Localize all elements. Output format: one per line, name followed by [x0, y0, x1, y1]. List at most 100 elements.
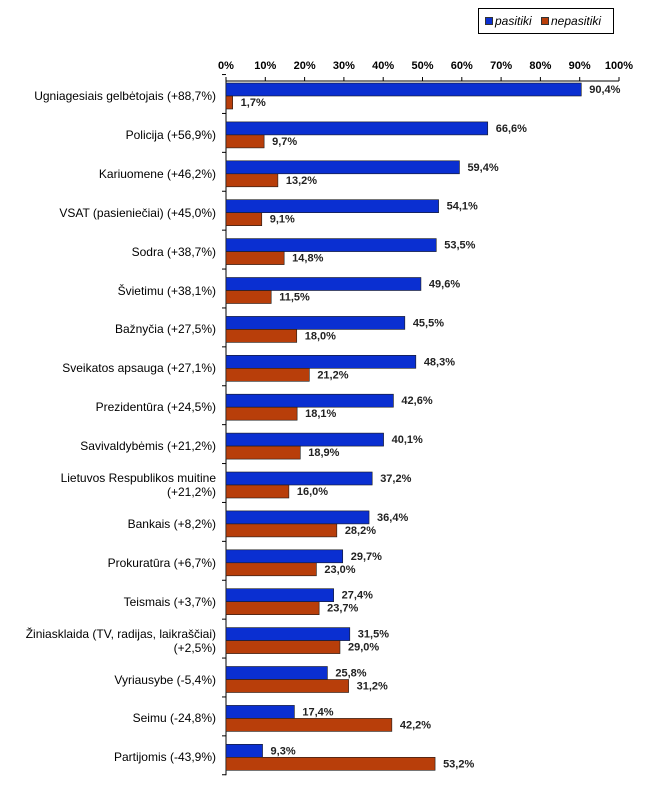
bar-pasitiki	[225, 160, 460, 175]
bar-nepasitiki	[225, 329, 298, 343]
chart-legend: pasitiki nepasitiki	[478, 8, 614, 34]
data-label-nepasitiki: 9,7%	[272, 136, 297, 148]
data-label-nepasitiki: 31,2%	[357, 681, 388, 693]
bar-pasitiki	[225, 199, 439, 213]
bar-nepasitiki	[225, 562, 317, 577]
category-label: Prezidentūra (+24,5%)	[6, 400, 216, 414]
data-label-nepasitiki: 23,0%	[324, 564, 355, 576]
category-label: Partijomis (-43,9%)	[6, 750, 216, 764]
x-tick-label: 10%	[254, 60, 276, 72]
category-label: Bažnyčia (+27,5%)	[6, 322, 216, 336]
bar-nepasitiki	[225, 173, 279, 188]
category-label-line: Partijomis (-43,9%)	[113, 750, 216, 765]
bar-pasitiki	[225, 588, 334, 603]
bar-pasitiki	[225, 471, 373, 486]
bar-nepasitiki	[225, 406, 298, 421]
bar-nepasitiki	[225, 212, 263, 226]
category-label-line: Ugniagesiais gelbėtojais (+88,7%)	[34, 89, 216, 103]
category-label-line: Prokuratūra (+6,7%)	[107, 555, 216, 570]
bar-pasitiki	[225, 627, 351, 641]
data-label-pasitiki: 48,3%	[424, 356, 455, 368]
data-label-nepasitiki: 28,2%	[345, 525, 376, 537]
category-label-line: Sveikatos apsauga (+27,1%)	[62, 361, 216, 376]
data-label-pasitiki: 9,3%	[271, 745, 296, 757]
category-label: Švietimu (+38,1%)	[6, 284, 216, 298]
data-label-nepasitiki: 11,5%	[279, 292, 310, 304]
data-label-nepasitiki: 9,1%	[270, 214, 295, 226]
bar-pasitiki	[225, 705, 295, 719]
bar-nepasitiki	[225, 718, 393, 732]
x-tick-label: 70%	[490, 60, 512, 72]
data-label-nepasitiki: 16,0%	[297, 486, 328, 498]
bar-nepasitiki	[225, 523, 338, 538]
category-label-line: Kariuomene (+46,2%)	[98, 166, 216, 181]
category-label-line: Policija (+56,9%)	[125, 127, 216, 142]
bar-pasitiki	[225, 354, 417, 369]
data-label-nepasitiki: 14,8%	[292, 253, 323, 265]
bar-nepasitiki	[225, 367, 310, 382]
bar-pasitiki	[225, 549, 344, 564]
category-label: Žiniasklaida (TV, radijas, laikraščiai)(…	[6, 627, 216, 655]
data-label-pasitiki: 29,7%	[351, 551, 382, 563]
category-label-line: Prezidentūra (+24,5%)	[95, 400, 216, 415]
x-tick-label: 0%	[218, 60, 234, 72]
data-label-pasitiki: 54,1%	[447, 201, 478, 213]
category-label: Kariuomene (+46,2%)	[6, 167, 216, 181]
legend-item-nepasitiki: nepasitiki	[541, 14, 601, 28]
data-label-pasitiki: 36,4%	[377, 512, 408, 524]
category-label-line: Švietimu (+38,1%)	[117, 283, 216, 298]
data-label-nepasitiki: 18,1%	[305, 408, 336, 420]
bar-pasitiki	[225, 277, 422, 291]
category-label: Sodra (+38,7%)	[6, 245, 216, 259]
bar-pasitiki	[225, 238, 437, 252]
category-label-line: Bažnyčia (+27,5%)	[114, 322, 216, 337]
data-label-pasitiki: 90,4%	[589, 84, 620, 96]
category-label: Ugniagesiais gelbėtojais (+88,7%)	[6, 89, 216, 103]
bar-pasitiki	[225, 121, 489, 136]
category-label-line: Teismais (+3,7%)	[123, 594, 216, 609]
x-tick-label: 30%	[333, 60, 355, 72]
bar-pasitiki	[225, 393, 394, 408]
category-label: Sveikatos apsauga (+27,1%)	[6, 361, 216, 375]
data-label-nepasitiki: 21,2%	[317, 369, 348, 381]
data-label-pasitiki: 42,6%	[401, 395, 432, 407]
legend-label-pasitiki: pasitiki	[495, 14, 532, 28]
category-label-line: Sodra (+38,7%)	[131, 244, 216, 259]
legend-swatch-pasitiki	[485, 17, 493, 25]
category-label: Prokuratūra (+6,7%)	[6, 556, 216, 570]
bar-pasitiki	[225, 510, 370, 525]
category-label-line: Vyriausybe (-5,4%)	[114, 672, 216, 687]
data-label-pasitiki: 66,6%	[496, 123, 527, 135]
bar-pasitiki	[225, 316, 406, 330]
data-label-pasitiki: 59,4%	[467, 162, 498, 174]
category-label-line: VSAT (pasieniečiai) (+45,0%)	[59, 205, 216, 220]
category-label-line: (+2,5%)	[173, 640, 216, 655]
x-tick-label: 80%	[529, 60, 551, 72]
legend-swatch-nepasitiki	[541, 17, 549, 25]
data-label-nepasitiki: 1,7%	[241, 97, 266, 109]
data-label-pasitiki: 40,1%	[392, 434, 423, 446]
bar-nepasitiki	[225, 445, 301, 460]
x-tick-label: 20%	[294, 60, 316, 72]
category-label: Policija (+56,9%)	[6, 128, 216, 142]
bar-pasitiki	[225, 666, 328, 680]
data-label-pasitiki: 31,5%	[358, 629, 389, 641]
category-label-line: (+21,2%)	[166, 485, 216, 499]
category-label-line: Seimu (-24,8%)	[132, 711, 216, 726]
data-label-nepasitiki: 18,9%	[308, 447, 339, 459]
legend-label-nepasitiki: nepasitiki	[551, 14, 602, 28]
data-label-pasitiki: 27,4%	[342, 590, 373, 602]
bar-nepasitiki	[225, 756, 436, 771]
category-label-line: Lietuvos Respublikos muitine	[60, 471, 216, 485]
category-label: Bankais (+8,2%)	[6, 517, 216, 531]
category-label: Lietuvos Respublikos muitine (+21,2%)	[6, 471, 216, 499]
bar-pasitiki	[225, 82, 582, 97]
data-label-nepasitiki: 23,7%	[327, 603, 358, 615]
data-label-pasitiki: 45,5%	[413, 317, 444, 329]
category-label: VSAT (pasieniečiai) (+45,0%)	[6, 206, 216, 220]
data-label-nepasitiki: 18,0%	[305, 330, 336, 342]
x-tick-label: 90%	[569, 60, 591, 72]
bar-nepasitiki	[225, 640, 341, 654]
x-tick-label: 40%	[372, 60, 394, 72]
